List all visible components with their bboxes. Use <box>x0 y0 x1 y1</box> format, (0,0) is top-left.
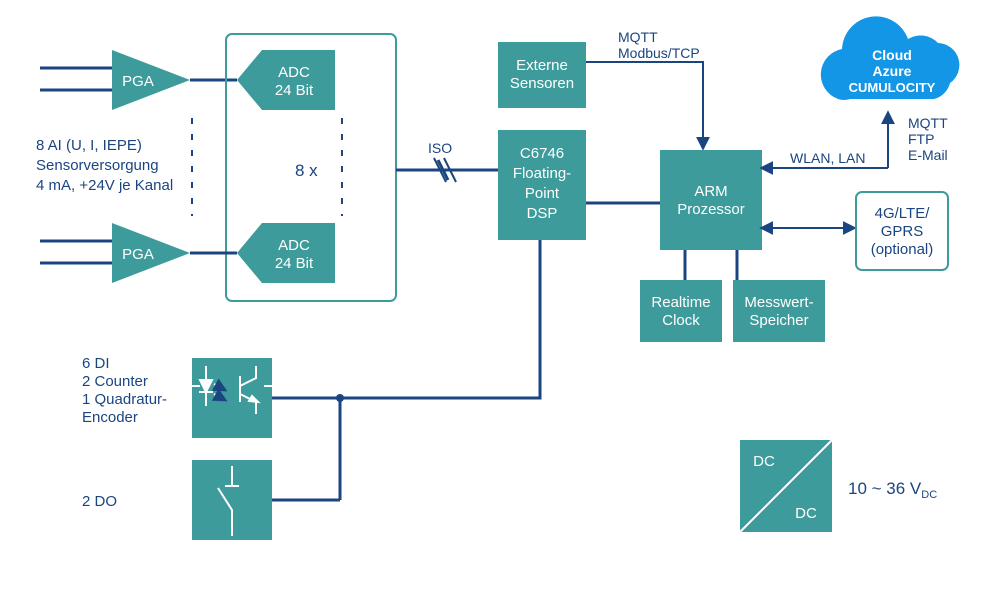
dsp-1: C6746 <box>520 145 564 162</box>
pga-bot-label: PGA <box>122 246 154 263</box>
do-desc: 2 DO <box>82 493 117 510</box>
di-desc-3: 1 Quadratur- <box>82 391 167 408</box>
rtc-block <box>640 280 722 342</box>
modem-1: 4G/LTE/ <box>875 205 931 222</box>
pga-top-label: PGA <box>122 73 154 90</box>
cloud-3: CUMULOCITY <box>849 80 936 95</box>
dsp-3: Point <box>525 185 560 202</box>
iso-label: ISO <box>428 140 452 156</box>
rtc-2: Clock <box>662 312 700 329</box>
di-desc-4: Encoder <box>82 409 138 426</box>
storage-2: Speicher <box>749 312 808 329</box>
dcdc-label: 10 ~ 36 VDC <box>848 479 937 501</box>
storage-1: Messwert- <box>744 294 813 311</box>
ext-sensors-2: Sensoren <box>510 75 574 92</box>
block-diagram: PGA ADC 24 Bit 8 x 8 AI (U, I, IEPE) Sen… <box>0 0 1000 590</box>
di-desc-2: 2 Counter <box>82 373 148 390</box>
adc-bot-line1: ADC <box>278 237 310 254</box>
mqtt-2: Modbus/TCP <box>618 45 700 61</box>
dsp-2: Floating- <box>513 165 571 182</box>
arm-block <box>660 150 762 250</box>
dsp-4: DSP <box>527 205 558 222</box>
wire-extsensors-arm <box>586 62 703 148</box>
ai-desc-3: 4 mA, +24V je Kanal <box>36 177 173 194</box>
cloud-proto-1: MQTT <box>908 115 948 131</box>
arm-1: ARM <box>694 183 727 200</box>
di-block <box>192 358 272 438</box>
modem-3: (optional) <box>871 241 934 258</box>
di-desc-1: 6 DI <box>82 355 110 372</box>
dcdc-top: DC <box>753 453 775 470</box>
wlan-label: WLAN, LAN <box>790 150 865 166</box>
modem-2: GPRS <box>881 223 924 240</box>
adc-top-line2: 24 Bit <box>275 82 314 99</box>
rtc-1: Realtime <box>651 294 710 311</box>
cloud-2: Azure <box>873 63 912 79</box>
adc-top-line1: ADC <box>278 64 310 81</box>
ext-sensors-1: Externe <box>516 57 568 74</box>
group-count-label: 8 x <box>295 161 318 180</box>
adc-bot-line2: 24 Bit <box>275 255 314 272</box>
storage-block <box>733 280 825 342</box>
ai-desc-1: 8 AI (U, I, IEPE) <box>36 137 142 154</box>
arm-2: Prozessor <box>677 201 745 218</box>
ai-desc-2: Sensorversorgung <box>36 157 159 174</box>
cloud-1: Cloud <box>872 47 912 63</box>
cloud-proto-2: FTP <box>908 131 934 147</box>
cloud-proto-3: E-Mail <box>908 147 948 163</box>
dcdc-bot: DC <box>795 505 817 522</box>
mqtt-1: MQTT <box>618 29 658 45</box>
wire-dio-dsp <box>340 240 540 398</box>
